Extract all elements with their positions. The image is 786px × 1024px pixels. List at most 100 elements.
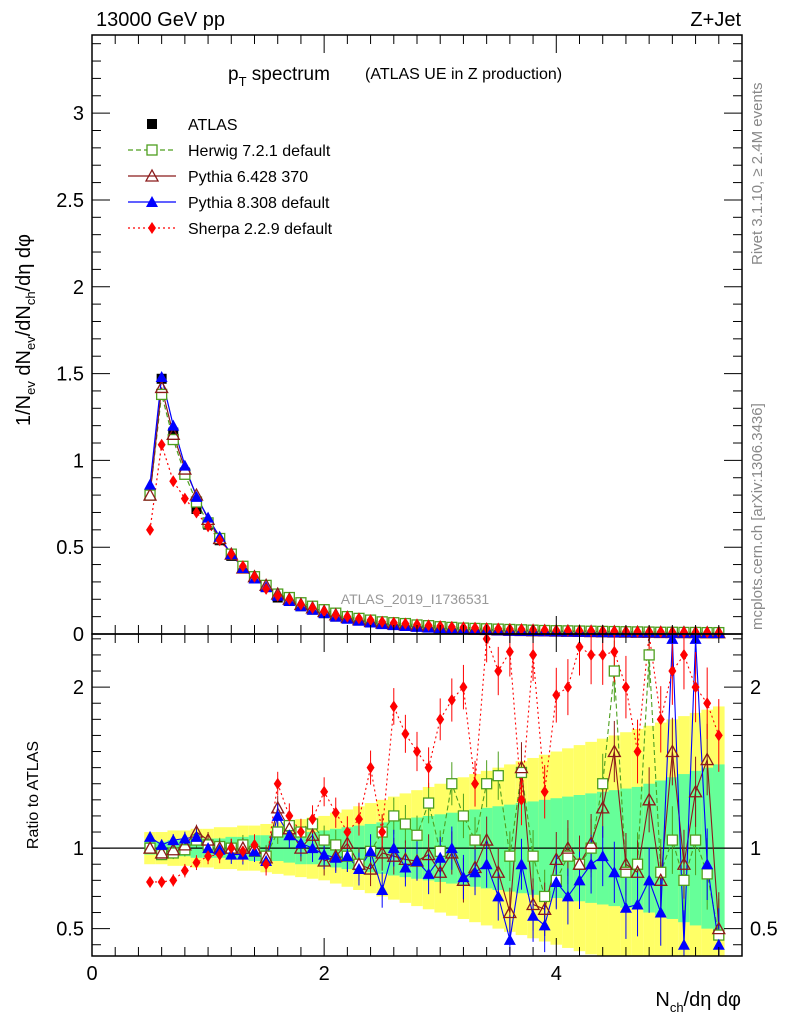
main-panel: 0 0.5 1 1.5 2 2.5 3 ATLAS_2019_I1736531 pT spe…: [13, 34, 743, 646]
main-point-sherpa-2-2-9-default: [215, 534, 224, 547]
xtick-label: 4: [551, 963, 562, 985]
ratio-point-pythia-6-428-370: [421, 847, 436, 861]
ratio-point-herwig-7-2-1-default: [318, 834, 330, 846]
ratio-point-sherpa-2-2-9-default: [459, 681, 468, 694]
ratio-point-pythia-8-308-default: [608, 866, 621, 878]
ratio-point-sherpa-2-2-9-default: [424, 761, 433, 774]
ratio-point-herwig-7-2-1-default: [678, 874, 690, 886]
main-point-pythia-6-428-370: [166, 426, 181, 440]
main-ticks: 0 0.5 1 1.5 2 2.5 3: [56, 35, 742, 646]
ratio-point-pythia-8-308-default: [515, 858, 528, 870]
main-point-sherpa-2-2-9-default: [296, 598, 305, 611]
ratio-point-pythia-8-308-default: [585, 858, 598, 870]
ratio-point-sherpa-2-2-9-default: [714, 729, 723, 742]
ratio-point-sherpa-2-2-9-default: [354, 813, 363, 826]
ratio-point-sherpa-2-2-9-default: [633, 745, 642, 758]
ratio-points: [142, 632, 726, 950]
ratio-point-pythia-8-308-default: [643, 874, 656, 886]
main-point-pythia-8-308-default: [167, 419, 180, 431]
ratio-point-herwig-7-2-1-default: [562, 850, 574, 862]
ratio-point-herwig-7-2-1-default: [643, 649, 655, 661]
ratio-ticks: 0.5 0.5 1 1 2 2 0 2 4: [56, 634, 778, 985]
ratio-point-pythia-6-428-370: [711, 921, 726, 935]
ratio-point-pythia-8-308-default: [712, 938, 725, 950]
ratio-point-sherpa-2-2-9-default: [285, 809, 294, 822]
legend-label: ATLAS: [188, 117, 238, 134]
legend-item-pythia-6-428-370: Pythia 6.428 370: [128, 168, 308, 186]
ratio-point-pythia-8-308-default: [190, 830, 203, 842]
ratio-point-sherpa-2-2-9-default: [238, 845, 247, 858]
ratio-point-sherpa-2-2-9-default: [250, 838, 259, 851]
ratio-point-pythia-8-308-default: [318, 848, 331, 860]
ratio-point-pythia-6-428-370: [688, 784, 703, 798]
main-point-sherpa-2-2-9-default: [192, 506, 201, 519]
side-text-bottom: mcplots.cern.ch [arXiv:1306.3436]: [749, 403, 766, 630]
ratio-point-pythia-6-428-370: [642, 792, 657, 806]
ratio-point-pythia-8-308-default: [503, 933, 516, 945]
main-point-sherpa-2-2-9-default: [331, 608, 340, 621]
ratio-point-sherpa-2-2-9-default: [679, 648, 688, 661]
main-point-pythia-6-428-370: [154, 380, 169, 394]
ratio-point-pythia-6-428-370: [514, 760, 529, 774]
main-point-pythia-8-308-default: [155, 371, 168, 383]
ratio-ytick-label-right: 0.5: [750, 919, 778, 941]
ratio-point-sherpa-2-2-9-default: [529, 648, 538, 661]
main-point-sherpa-2-2-9-default: [343, 610, 352, 623]
ratio-point-herwig-7-2-1-default: [666, 834, 679, 846]
main-point-herwig-7-2-1-default: [155, 388, 168, 401]
main-point-pythia-8-308-default: [178, 459, 191, 471]
main-point-sherpa-2-2-9-default: [703, 626, 712, 639]
ratio-point-pythia-8-308-default: [596, 850, 609, 862]
ratio-point-pythia-6-428-370: [340, 835, 355, 849]
ratio-point-sherpa-2-2-9-default: [621, 681, 630, 694]
ratio-point-herwig-7-2-1-default: [655, 866, 667, 878]
ratio-point-pythia-6-428-370: [305, 827, 320, 841]
ratio-point-pythia-6-428-370: [676, 856, 692, 870]
ratio-point-pythia-6-428-370: [630, 864, 645, 878]
ratio-point-pythia-8-308-default: [144, 830, 157, 842]
title-p: p: [228, 64, 239, 85]
main-point-sherpa-2-2-9-default: [169, 475, 178, 488]
main-point-sherpa-2-2-9-default: [157, 438, 166, 451]
ratio-point-pythia-8-308-default: [527, 909, 540, 921]
main-point-sherpa-2-2-9-default: [204, 520, 213, 533]
ratio-point-pythia-6-428-370: [700, 752, 715, 766]
ratio-point-pythia-6-428-370: [502, 905, 517, 919]
ratio-point-pythia-6-428-370: [177, 837, 192, 851]
ratio-point-pythia-8-308-default: [573, 874, 586, 886]
main-point-sherpa-2-2-9-default: [262, 582, 271, 595]
ratio-point-sherpa-2-2-9-default: [180, 864, 189, 877]
main-ytick-label: 3: [73, 103, 84, 125]
title-sub-t: T: [239, 74, 247, 89]
ratio-point-herwig-7-2-1-default: [620, 866, 632, 878]
main-point-sherpa-2-2-9-default: [517, 623, 526, 636]
ratio-point-sherpa-2-2-9-default: [447, 694, 456, 707]
main-subtitle: (ATLAS UE in Z production): [365, 66, 562, 83]
main-point-sherpa-2-2-9-default: [308, 601, 317, 614]
ratio-point-pythia-8-308-default: [399, 861, 412, 873]
ratio-point-herwig-7-2-1-default: [631, 858, 644, 870]
ratio-point-sherpa-2-2-9-default: [146, 875, 155, 888]
ratio-point-pythia-8-308-default: [445, 842, 458, 854]
ratio-point-pythia-6-428-370: [572, 856, 587, 870]
ratio-point-herwig-7-2-1-default: [701, 868, 713, 880]
legend-marker: [146, 196, 158, 207]
ratio-point-pythia-8-308-default: [271, 809, 284, 821]
ratio-point-sherpa-2-2-9-default: [192, 856, 201, 869]
ratio-point-herwig-7-2-1-default: [272, 826, 284, 838]
ratio-point-pythia-8-308-default: [167, 834, 180, 846]
ratio-point-pythia-8-308-default: [411, 855, 423, 867]
ratio-point-sherpa-2-2-9-default: [505, 645, 514, 658]
ratio-point-pythia-8-308-default: [701, 858, 714, 870]
ratio-point-herwig-7-2-1-default: [504, 850, 516, 862]
title-rest: spectrum: [247, 64, 330, 85]
ratio-point-sherpa-2-2-9-default: [308, 813, 317, 826]
xtick-label: 2: [319, 963, 330, 985]
main-point-sherpa-2-2-9-default: [273, 589, 282, 602]
main-point-sherpa-2-2-9-default: [320, 605, 329, 618]
side-text-top: Rivet 3.1.10, ≥ 2.4M events: [749, 83, 766, 266]
main-point-sherpa-2-2-9-default: [238, 560, 247, 573]
ratio-ylabel: Ratio to ATLAS: [25, 741, 42, 849]
ratio-point-pythia-6-428-370: [491, 864, 506, 878]
ratio-point-pythia-6-428-370: [525, 897, 541, 911]
